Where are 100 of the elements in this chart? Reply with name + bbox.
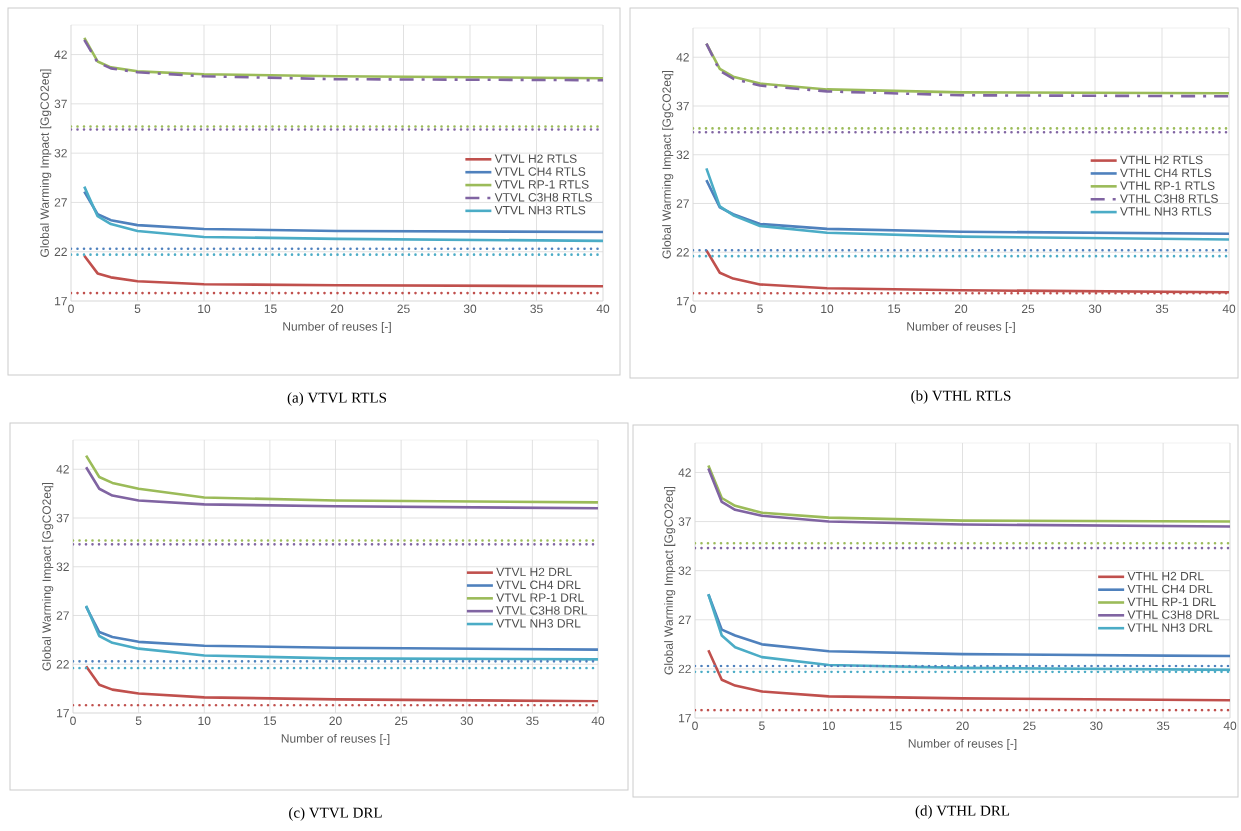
x-tick-label: 25 [397,304,410,314]
line-series [705,178,1230,236]
line-series [707,648,1231,702]
y-axis-title: Global Warming Impact [GgCO2eq] [662,70,674,259]
line-series [83,190,603,234]
text: (d) VTHL DRL [915,805,1010,819]
legend-label: VTHL NH3 DRL [1127,623,1213,632]
y-tick-label: 17 [57,708,69,718]
text: (a) VTVL RTLS [287,392,387,406]
x-tick-label: 15 [889,721,902,730]
text: (c) VTVL DRL [289,807,382,821]
line-series [705,167,1230,241]
legend-label: VTHL H2 DRL [1127,571,1204,581]
x-tick-label: 30 [1090,721,1103,731]
legend-label: VTHL CH4 RTLS [1120,168,1212,178]
y-axis-title: Global Warming Impact [GgCO2eq] [42,482,54,671]
x-tick-label: 5 [134,304,141,313]
x-tick-label: 10 [198,304,211,314]
legend-label: VTHL C3H8 DRL [1127,610,1220,619]
y-tick-label: 27 [54,198,67,207]
legend-label: VTVL H2 RTLS [494,154,577,163]
x-tick-label: 0 [690,304,696,314]
y-tick-label: 42 [676,53,689,62]
x-tick-label: 0 [70,716,76,726]
x-tick-label: 0 [68,304,74,314]
x-tick-label: 25 [395,716,408,726]
x-tick-label: 5 [135,716,142,725]
y-tick-label: 32 [56,562,69,571]
line-series [83,254,603,288]
y-tick-label: 37 [678,517,691,526]
x-tick-label: 30 [463,304,477,314]
x-tick-label: 30 [1088,304,1102,314]
x-tick-label: 5 [759,721,765,730]
x-tick-label: 40 [591,716,605,726]
y-tick-label: 22 [678,664,691,674]
x-tick-label: 15 [888,304,901,313]
y-tick-label: 17 [679,713,691,723]
y-tick-label: 37 [676,101,689,111]
y-tick-label: 42 [678,468,691,477]
legend-label: VTVL CH4 RTLS [494,167,586,176]
y-tick-label: 27 [676,199,689,208]
y-tick-label: 22 [54,247,67,256]
y-tick-label: 27 [678,615,691,624]
x-tick-label: 15 [264,716,277,725]
x-tick-label: 25 [1021,304,1035,314]
y-tick-label: 32 [54,148,67,158]
x-tick-label: 35 [1155,304,1169,314]
legend-label: VTHL H2 RTLS [1120,155,1203,165]
y-tick-label: 42 [56,465,69,474]
x-tick-label: 10 [823,721,835,731]
x-tick-label: 40 [596,304,610,314]
x-tick-label: 10 [821,304,834,314]
y-tick-label: 42 [54,50,67,59]
x-tick-label: 20 [954,304,968,314]
x-tick-label: 20 [956,721,969,731]
legend-label: VTVL RP-1 RTLS [494,180,589,189]
x-tick-label: 15 [264,304,277,313]
x-tick-label: 30 [460,716,473,726]
legend-label: VTVL C3H8 RTLS [494,193,592,202]
x-tick-label: 35 [530,304,543,314]
legend-label: VTVL C3H8 DRL [496,606,588,615]
y-tick-label: 17 [677,296,689,306]
y-axis-title: Global Warming Impact [GgCO2eq] [40,69,52,257]
y-tick-label: 37 [56,513,69,523]
x-tick-label: 20 [330,304,344,314]
x-axis-title: Number of reuses [-] [281,733,390,746]
line-series [84,466,599,510]
legend-label: VTHL RP-1 DRL [1127,597,1216,606]
x-tick-label: 40 [1222,304,1236,314]
y-tick-label: 27 [56,611,69,620]
x-axis-title: Number of reuses [-] [907,321,1015,334]
x-tick-label: 25 [1023,721,1036,731]
legend-label: VTHL RP-1 RTLS [1120,181,1215,190]
y-tick-label: 32 [678,566,691,575]
y-tick-label: 32 [676,150,689,159]
text: (b) VTHL RTLS [911,390,1011,404]
y-tick-label: 17 [55,296,67,306]
legend-label: VTVL RP-1 DRL [496,593,584,602]
line-series [84,664,599,703]
legend-label: VTHL NH3 RTLS [1120,207,1212,216]
legend-label: VTVL CH4 DRL [496,580,581,590]
x-tick-label: 40 [1223,721,1237,731]
x-tick-label: 5 [757,304,763,313]
y-tick-label: 22 [56,660,69,669]
line-series [84,454,599,504]
x-tick-label: 35 [526,716,539,726]
x-tick-label: 0 [692,721,698,731]
x-axis-title: Number of reuses [-] [908,738,1017,751]
x-tick-label: 35 [1156,721,1170,731]
y-axis-title: Global Warming Impact [GgCO2eq] [664,486,676,675]
legend-label: VTVL NH3 DRL [496,619,581,628]
legend-label: VTVL NH3 RTLS [494,205,586,215]
line-series [84,604,599,661]
x-tick-label: 20 [329,716,342,726]
legend-label: VTHL CH4 DRL [1127,584,1213,594]
legend-label: VTVL H2 DRL [496,567,572,577]
y-tick-label: 22 [676,248,689,257]
x-axis-title: Number of reuses [-] [283,321,391,334]
legend-label: VTHL C3H8 RTLS [1120,194,1218,203]
x-tick-label: 10 [198,716,211,726]
